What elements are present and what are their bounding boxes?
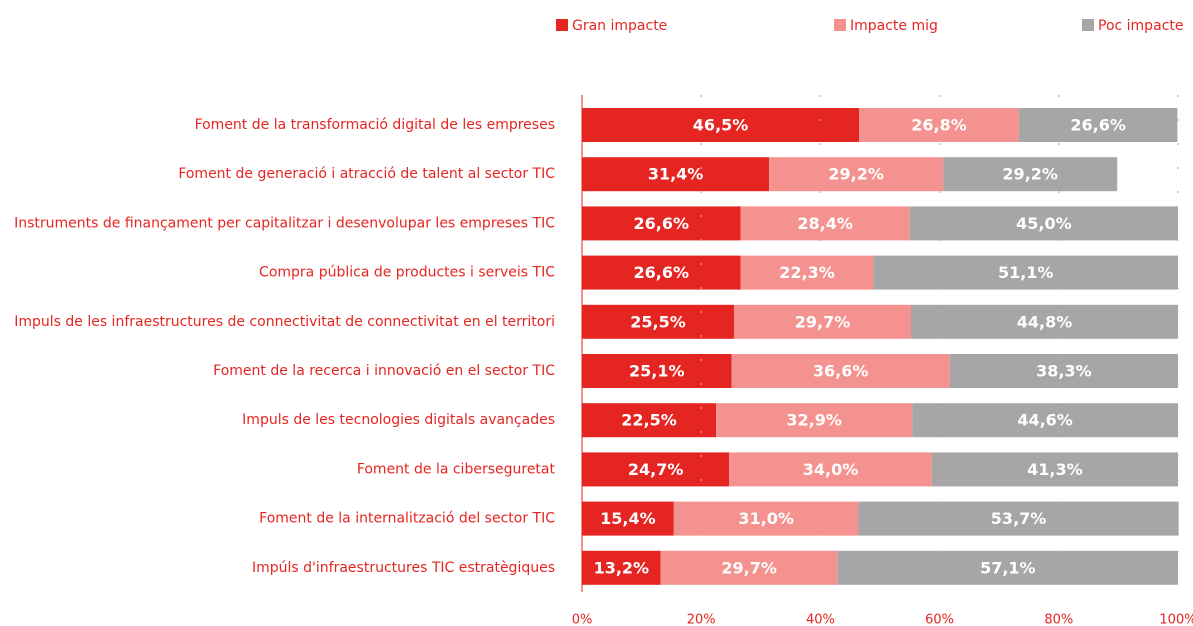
category-label: Foment de generació i atracció de talent… <box>178 166 555 182</box>
legend-label: Impacte mig <box>850 18 938 34</box>
bar-segment <box>873 255 1178 290</box>
value-label: 24,7% <box>628 460 684 479</box>
bar-segment <box>673 501 859 536</box>
x-tick-label: 0% <box>572 613 593 626</box>
category-label: Compra pública de productes i serveis TI… <box>259 265 555 281</box>
value-label: 38,3% <box>1036 362 1092 381</box>
value-label: 26,6% <box>634 214 690 233</box>
value-label: 51,1% <box>998 263 1054 282</box>
bar-segment <box>912 403 1178 438</box>
value-label: 44,8% <box>1017 312 1073 331</box>
value-label: 31,4% <box>648 165 704 184</box>
x-tick-label: 40% <box>806 613 835 626</box>
category-label: Instruments de finançament per capitalit… <box>14 215 555 231</box>
bar-segment <box>733 304 911 339</box>
category-label: Impuls de les tecnologies digitals avanç… <box>242 412 555 428</box>
legend-swatch <box>834 19 846 31</box>
value-label: 36,6% <box>813 362 869 381</box>
bar-segment <box>769 157 944 192</box>
value-label: 57,1% <box>980 558 1036 577</box>
legend-label: Gran impacte <box>572 18 667 34</box>
value-label: 53,7% <box>991 509 1047 528</box>
bar-segment <box>837 550 1178 585</box>
value-label: 29,2% <box>828 165 884 184</box>
value-label: 45,0% <box>1016 214 1072 233</box>
x-tick-label: 100% <box>1159 613 1193 626</box>
value-label: 34,0% <box>803 460 859 479</box>
value-label: 22,3% <box>779 263 835 282</box>
category-label: Impúls d'infraestructures TIC estratègiq… <box>252 560 555 576</box>
bar-segment <box>582 108 860 142</box>
legend-swatch <box>556 19 568 31</box>
bar-segment <box>740 255 874 290</box>
category-label: Foment de la transformació digital de le… <box>195 117 555 133</box>
value-label: 29,7% <box>721 558 777 577</box>
value-label: 25,1% <box>629 362 685 381</box>
bar-segment <box>716 403 913 438</box>
value-label: 22,5% <box>621 411 677 430</box>
bar-segment <box>582 501 674 536</box>
value-label: 25,5% <box>630 312 686 331</box>
bar-segment <box>910 304 1178 339</box>
bar-segment <box>582 550 661 585</box>
bar-segment <box>909 206 1178 241</box>
value-label: 46,5% <box>693 116 749 135</box>
category-label: Impuls de les infraestructures de connec… <box>14 314 555 330</box>
value-label: 26,6% <box>1070 116 1126 135</box>
x-tick-label: 80% <box>1044 613 1073 626</box>
bar-segment <box>943 157 1118 192</box>
value-label: 32,9% <box>786 411 842 430</box>
bar-segment <box>582 304 734 339</box>
value-label: 41,3% <box>1027 460 1083 479</box>
value-label: 31,0% <box>738 509 794 528</box>
value-label: 29,7% <box>795 312 851 331</box>
value-label: 28,4% <box>797 214 853 233</box>
legend-swatch <box>1082 19 1094 31</box>
bar-segment <box>858 501 1179 536</box>
category-label: Foment de la ciberseguretat <box>357 461 556 477</box>
bar-segment <box>582 354 732 388</box>
bar-segment <box>931 452 1178 487</box>
bar-segment <box>740 206 910 241</box>
bar-segment <box>582 157 770 192</box>
bar-segment <box>859 108 1019 142</box>
x-tick-label: 60% <box>925 613 954 626</box>
value-label: 15,4% <box>600 509 656 528</box>
bar-segment <box>731 354 950 388</box>
value-label: 26,6% <box>634 263 690 282</box>
bar-segment <box>729 452 932 487</box>
bar-segment <box>582 255 741 290</box>
value-label: 44,6% <box>1017 411 1073 430</box>
value-label: 13,2% <box>594 558 650 577</box>
bar-segment <box>582 403 717 438</box>
bar-segment <box>660 550 838 585</box>
category-label: Foment de la recerca i innovació en el s… <box>213 363 555 379</box>
bar-segment <box>582 452 730 487</box>
bar-segment <box>582 206 741 241</box>
x-tick-label: 20% <box>687 613 716 626</box>
value-label: 29,2% <box>1002 165 1058 184</box>
legend-label: Poc impacte <box>1098 18 1183 34</box>
category-label: Foment de la internalització del sector … <box>259 511 555 527</box>
value-label: 26,8% <box>911 116 967 135</box>
bar-segment <box>1018 108 1178 142</box>
bar-segment <box>949 354 1178 388</box>
